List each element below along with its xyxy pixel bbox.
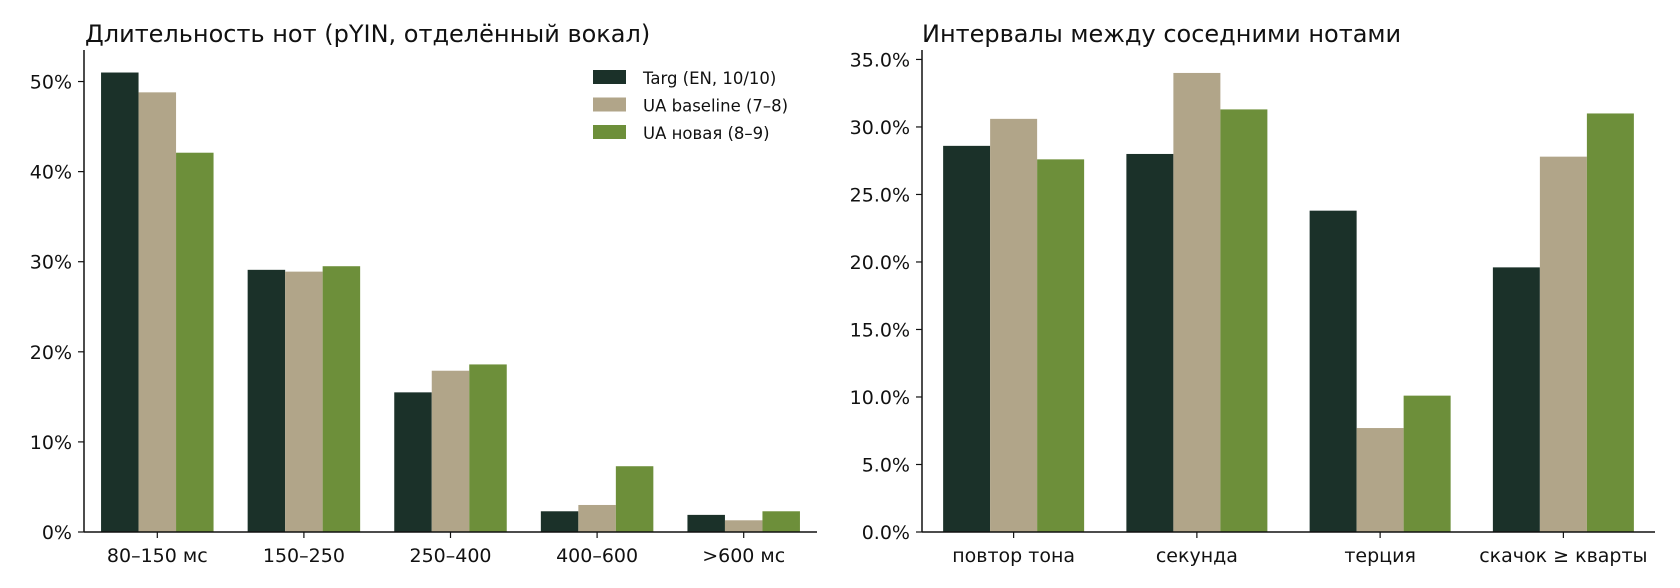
x-tick-label: 250–400 [409,545,491,567]
x-tick-label: 150–250 [263,545,345,567]
intervals-plot-area: 0.0% 5.0% 10.0% 15.0% 20.0% 25.0% 30.0% 35.0% по… [850,49,1655,567]
y-tick-label: 50% [30,72,72,94]
bar-ua-новая-8-9-600-мс [762,511,800,532]
bar-ua-baseline-7-8-150-250 [285,271,323,532]
chart-title: Интервалы между соседними нотами [922,20,1401,48]
bar-targ-en-10-10-600-мс [687,514,725,532]
y-tick-label: 30% [30,252,72,274]
bar-ua-baseline-7-8-скачок-кварты [1539,156,1587,532]
legend-label: UA новая (8–9) [643,124,770,143]
bar-targ-en-10-10-150-250 [247,269,286,532]
bar-ua-baseline-7-8-повтор-тона [990,118,1038,533]
duration-chart: Длительность нот (pYIN, отделённый вокал… [30,20,817,567]
legend-swatch-targ-en-10-10 [593,70,626,84]
bar-targ-en-10-10-скачок-кварты [1492,267,1540,532]
bar-targ-en-10-10-250-400 [394,392,432,532]
bar-ua-baseline-7-8-секунда [1173,72,1221,532]
y-tick-label: 0% [42,522,72,544]
x-tick-label: 80–150 мс [107,545,208,567]
bar-ua-baseline-7-8-600-мс [724,520,763,532]
bar-targ-en-10-10-терция [1309,210,1357,533]
bar-targ-en-10-10-повтор-тона [943,145,991,533]
x-tick-label: 400–600 [556,545,638,567]
bar-targ-en-10-10-секунда [1126,153,1174,532]
x-tick-label: терция [1344,545,1416,567]
x-tick-label: >600 мс [702,545,785,567]
y-tick-label: 15.0% [850,319,910,341]
bar-targ-en-10-10-400-600 [540,511,579,532]
bar-ua-новая-8-9-повтор-тона [1037,159,1085,533]
y-tick-label: 10% [30,432,72,454]
y-tick-label: 35.0% [850,49,910,71]
bar-ua-новая-8-9-250-400 [469,364,507,532]
chart-title: Длительность нот (pYIN, отделённый вокал… [85,20,650,48]
bar-ua-новая-8-9-терция [1403,395,1451,532]
bar-ua-новая-8-9-400-600 [615,466,654,532]
y-tick-label: 5.0% [862,454,910,476]
bar-ua-baseline-7-8-250-400 [431,370,470,532]
bar-targ-en-10-10-80-150-мс [101,72,139,533]
bar-ua-новая-8-9-скачок-кварты [1586,113,1634,533]
bar-ua-baseline-7-8-400-600 [578,504,616,532]
bar-ua-новая-8-9-80-150-мс [176,152,214,532]
y-tick-label: 10.0% [850,387,910,409]
x-tick-label: секунда [1156,545,1238,567]
x-tick-label: повтор тона [952,545,1075,567]
bar-ua-baseline-7-8-80-150-мс [138,92,177,532]
legend-swatch-ua-новая-8-9 [593,125,626,139]
intervals-chart: Интервалы между соседними нотами 0.0% 5.0… [850,20,1655,567]
y-tick-label: 40% [30,162,72,184]
y-tick-label: 0.0% [862,522,910,544]
legend-label: UA baseline (7–8) [643,97,788,116]
x-tick-label: скачок ≥ кварты [1479,545,1647,567]
legend-swatch-ua-baseline-7-8 [593,97,626,112]
y-tick-label: 25.0% [850,184,910,206]
bar-ua-новая-8-9-150-250 [322,266,361,532]
y-tick-label: 30.0% [850,117,910,139]
y-tick-label: 20.0% [850,252,910,274]
y-tick-label: 20% [30,342,72,364]
legend: Targ (EN, 10/10) UA baseline (7–8) UA нова… [593,69,788,143]
bar-ua-baseline-7-8-терция [1356,428,1404,532]
legend-label: Targ (EN, 10/10) [642,69,776,88]
duration-plot-area: 0% 10% 20% 30% 40% 50% 80–150 мс 150–250 250–400… [30,50,817,567]
bar-ua-новая-8-9-секунда [1220,109,1268,532]
